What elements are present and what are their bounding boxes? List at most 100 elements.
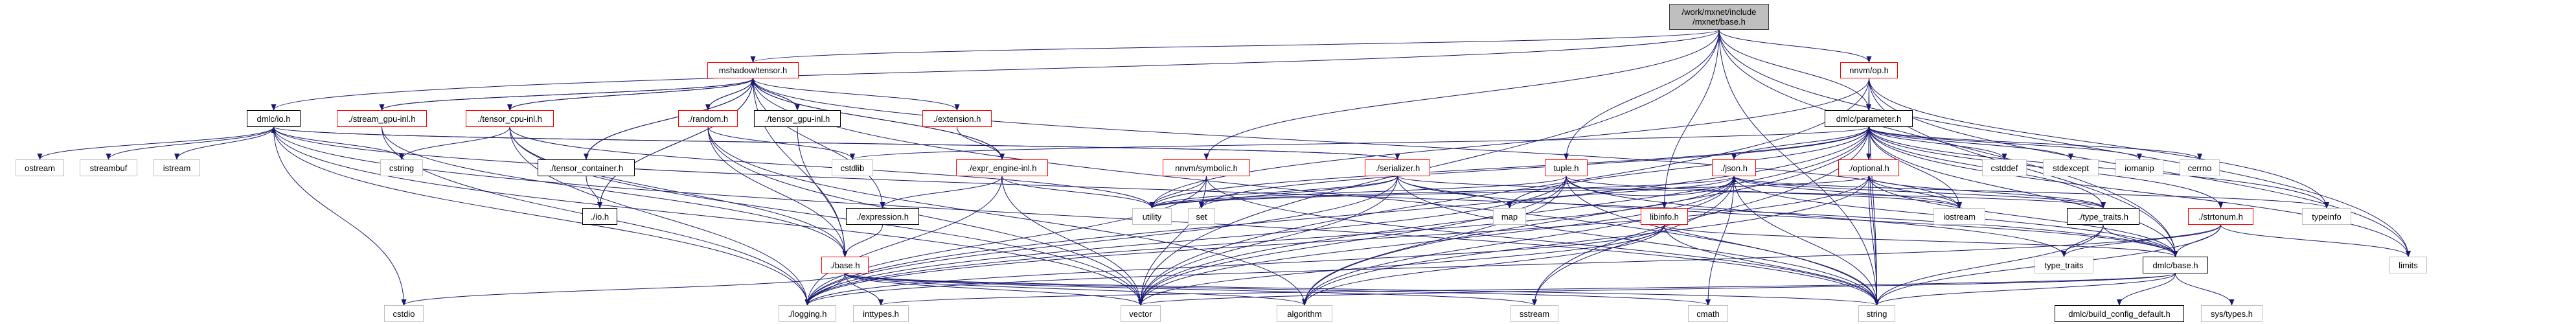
edge-nnvm-op-to-typeinfo — [1869, 78, 2329, 209]
node-type-traits[interactable]: type_traits — [2035, 257, 2093, 273]
node-optional[interactable]: ./optional.h — [1838, 159, 1899, 176]
node-label: iomanip — [2125, 163, 2154, 173]
node-build-config[interactable]: dmlc/build_config_default.h — [2055, 305, 2184, 322]
node-dmlc-base[interactable]: dmlc/base.h — [2143, 257, 2208, 273]
edge-dmlc-parameter-to-limits — [1868, 126, 2411, 257]
edge-json-to-vector — [1138, 176, 1735, 306]
node-root[interactable]: /work/mxnet/include /mxnet/base.h — [1669, 4, 1769, 30]
edge-tensor-cpu-to-utility — [509, 126, 1155, 209]
node-label: ./stream_gpu-inl.h — [348, 113, 416, 124]
edge-root-to-dmlc-base — [1718, 29, 2178, 257]
node-cstring[interactable]: cstring — [380, 159, 423, 176]
node-mshadow-base[interactable]: ./base.h — [821, 257, 869, 273]
node-extension[interactable]: ./extension.h — [922, 110, 992, 127]
node-label: typeinfo — [2312, 211, 2342, 222]
node-istream[interactable]: istream — [154, 159, 200, 176]
node-type-traits-h[interactable]: ./type_traits.h — [2067, 208, 2139, 225]
node-cmath[interactable]: cmath — [1688, 305, 1728, 322]
edge-nnvm-symbolic-to-string — [1206, 176, 1880, 306]
node-cerrno[interactable]: cerrno — [2180, 159, 2220, 176]
node-nnvm-symbolic[interactable]: nnvm/symbolic.h — [1163, 159, 1250, 176]
node-libinfo[interactable]: libinfo.h — [1641, 208, 1688, 225]
edge-tuple-to-vector — [1138, 176, 1567, 306]
node-label: nnvm/symbolic.h — [1175, 163, 1238, 173]
edge-json-to-typeinfo — [1733, 176, 2329, 209]
node-ostream[interactable]: ostream — [16, 159, 64, 176]
node-mshadow-io[interactable]: ./io.h — [582, 208, 617, 225]
node-label: stdexcept — [2053, 163, 2089, 173]
edge-root-to-nnvm-symbolic — [1203, 29, 1720, 160]
node-vector[interactable]: vector — [1121, 305, 1161, 322]
node-set[interactable]: set — [1188, 208, 1215, 225]
edge-extension-to-expr-engine — [957, 126, 1005, 160]
node-label: ./logging.h — [788, 308, 827, 319]
node-label: ./tensor_cpu-inl.h — [477, 113, 542, 124]
edge-root-to-dmlc-parameter — [1718, 29, 1871, 111]
node-json[interactable]: ./json.h — [1712, 159, 1756, 176]
edge-dmlc-io-to-cstring — [273, 126, 404, 160]
node-dmlc-parameter[interactable]: dmlc/parameter.h — [1825, 110, 1913, 127]
edge-json-to-iostream — [1733, 176, 1962, 209]
node-label: sys/types.h — [2210, 308, 2253, 319]
edge-tuple-to-string — [1566, 176, 1880, 306]
node-nnvm-op[interactable]: nnvm/op.h — [1840, 62, 1898, 78]
node-logging[interactable]: ./logging.h — [779, 305, 836, 322]
edge-mshadow-base-to-string — [845, 273, 1879, 306]
node-random[interactable]: ./random.h — [678, 110, 738, 127]
node-stream-gpu[interactable]: ./stream_gpu-inl.h — [337, 110, 427, 127]
edge-tensor-cpu-to-logging — [509, 126, 810, 306]
edge-serializer-to-logging — [804, 176, 1398, 306]
node-label: cerrno — [2187, 163, 2212, 173]
node-label: ./io.h — [590, 211, 610, 222]
node-limits[interactable]: limits — [2389, 257, 2427, 273]
edge-root-to-tuple — [1564, 29, 1720, 160]
node-iomanip[interactable]: iomanip — [2115, 159, 2163, 176]
node-tensor-cpu[interactable]: ./tensor_cpu-inl.h — [466, 110, 554, 127]
edge-expr-engine-to-logging — [804, 176, 1003, 306]
node-expr-engine[interactable]: ./expr_engine-inl.h — [956, 159, 1048, 176]
node-label: cstring — [389, 163, 415, 173]
node-tensor-container[interactable]: ./tensor_container.h — [538, 159, 635, 176]
edge-random-to-vector — [707, 126, 1143, 306]
node-cstdlib[interactable]: cstdlib — [832, 159, 873, 176]
node-label: mshadow/tensor.h — [718, 65, 788, 75]
node-utility[interactable]: utility — [1132, 208, 1172, 225]
edge-mshadow-io-to-mshadow-tensor — [599, 78, 756, 209]
node-cstddef[interactable]: cstddef — [1982, 159, 2027, 176]
node-serializer[interactable]: ./serializer.h — [1365, 159, 1430, 176]
edge-json-to-utility — [1149, 176, 1735, 209]
node-tensor-gpu[interactable]: ./tensor_gpu-inl.h — [754, 110, 841, 127]
node-label: ./type_traits.h — [2077, 211, 2129, 222]
node-sstream[interactable]: sstream — [1510, 305, 1558, 322]
node-label: map — [1501, 211, 1518, 222]
node-dmlc-io[interactable]: dmlc/io.h — [247, 110, 301, 127]
node-sys-types[interactable]: sys/types.h — [2201, 305, 2263, 322]
node-map[interactable]: map — [1493, 208, 1526, 225]
edge-optional-to-iostream — [1868, 176, 1962, 209]
edge-libinfo-to-vector — [1138, 224, 1665, 306]
node-algorithm[interactable]: algorithm — [1277, 305, 1332, 322]
node-tuple[interactable]: tuple.h — [1545, 159, 1588, 176]
edge-strtonum-to-type-traits — [2061, 224, 2221, 257]
node-streambuf[interactable]: streambuf — [80, 159, 137, 176]
edge-libinfo-to-dmlc-base — [1664, 224, 2178, 257]
node-label: cstddef — [1990, 163, 2018, 173]
edge-root-to-nnvm-op — [1718, 29, 1872, 63]
node-expression[interactable]: ./expression.h — [846, 208, 919, 225]
edge-optional-to-logging — [804, 176, 1869, 306]
node-stdexcept[interactable]: stdexcept — [2043, 159, 2099, 176]
edge-dmlc-base-to-sys-types — [2175, 273, 2235, 306]
node-iostream[interactable]: iostream — [1933, 208, 1985, 225]
edge-json-to-logging — [804, 176, 1735, 306]
node-cstdio[interactable]: cstdio — [384, 305, 424, 322]
node-strtonum[interactable]: ./strtonum.h — [2188, 208, 2253, 225]
node-typeinfo[interactable]: typeinfo — [2302, 208, 2351, 225]
node-label: ./json.h — [1720, 163, 1748, 173]
node-mshadow-tensor[interactable]: mshadow/tensor.h — [707, 62, 799, 78]
node-label: ./expr_engine-inl.h — [967, 163, 1037, 173]
edge-libinfo-to-string — [1664, 224, 1880, 306]
node-inttypes[interactable]: inttypes.h — [853, 305, 909, 322]
edge-tensor-container-to-mshadow-io — [586, 176, 602, 209]
node-string[interactable]: string — [1858, 305, 1895, 322]
